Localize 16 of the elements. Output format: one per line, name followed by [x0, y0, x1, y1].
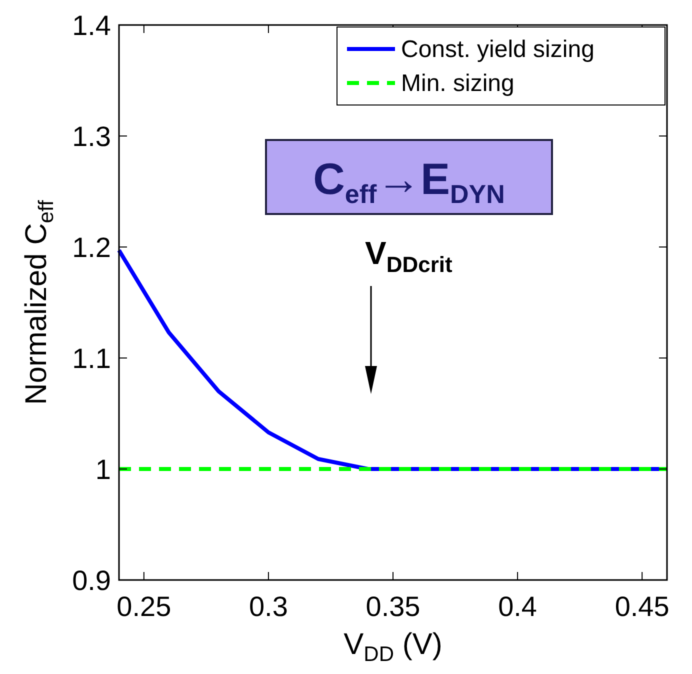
legend-label: Min. sizing — [401, 70, 514, 97]
y-tick-label: 1.3 — [72, 121, 111, 152]
y-tick-label: 1.4 — [72, 10, 111, 41]
y-tick-label: 1.1 — [72, 343, 111, 374]
y-tick-label: 0.9 — [72, 565, 111, 596]
x-tick-label: 0.45 — [614, 591, 670, 622]
y-tick-label: 1.2 — [72, 232, 111, 263]
legend-label: Const. yield sizing — [401, 36, 594, 63]
x-tick-label: 0.35 — [366, 591, 420, 622]
x-tick-label: 0.4 — [498, 591, 538, 622]
annotation: C$_{eff}$→E$_{DYN}$ — [313, 155, 505, 210]
x-tick-label: 0.25 — [116, 591, 172, 622]
x-axis-title: V$_{DD}$ (V) — [344, 628, 442, 666]
x-tick-label: 0.3 — [248, 591, 288, 622]
annotation: V$_{DDcrit}$ — [365, 235, 454, 277]
y-tick-label: 1 — [95, 454, 111, 485]
